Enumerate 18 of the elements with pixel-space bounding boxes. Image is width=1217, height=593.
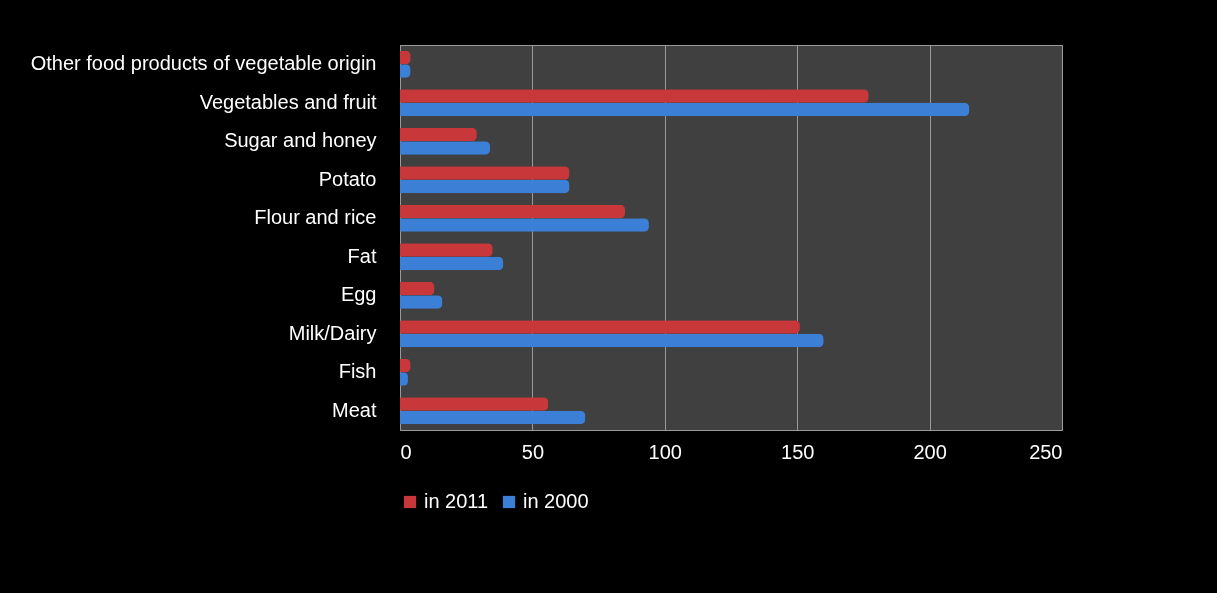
x-tick-label: 0 (400, 440, 412, 463)
x-tick-label: 250 (1029, 440, 1063, 463)
y-tick-label: Vegetables and fruit (199, 90, 377, 113)
y-tick-label: Fat (347, 244, 377, 267)
x-tick-label: 150 (781, 440, 815, 463)
y-tick-label: Egg (340, 283, 377, 306)
legend-label: in 2000 (523, 490, 589, 512)
legend-label: in 2011 (424, 490, 489, 512)
y-tick-label: Potato (318, 167, 377, 190)
x-tick-label: 100 (648, 440, 682, 463)
y-tick-label: Meat (332, 398, 377, 421)
x-tick-label: 50 (521, 440, 545, 463)
y-tick-label: Milk/Dairy (288, 321, 377, 344)
y-tick-label: Sugar and honey (224, 129, 377, 152)
y-tick-label: Fish (338, 360, 377, 383)
y-tick-label: Flour and rice (254, 206, 377, 229)
y-tick-label: Other food products of vegetable origin (30, 52, 377, 75)
x-tick-label: 200 (913, 440, 947, 463)
